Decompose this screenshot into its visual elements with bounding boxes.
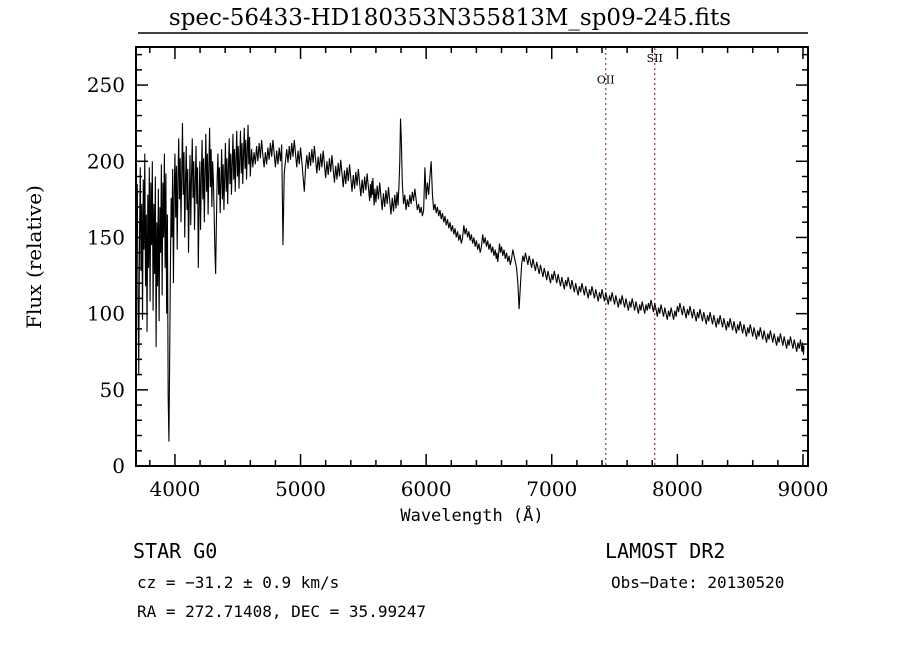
x-tick-label: 7000 (526, 477, 577, 501)
line-label-oii: OII (597, 74, 615, 87)
spectrum-trace (136, 118, 805, 442)
x-tick-label: 8000 (652, 477, 703, 501)
y-tick-label: 0 (112, 454, 125, 478)
footer-redshift: cz = −31.2 ± 0.9 km/s (137, 573, 339, 592)
y-tick-label: 50 (100, 378, 125, 402)
y-tick-label: 250 (87, 73, 125, 97)
emission-line-markers: OII SII (597, 48, 663, 465)
footer-coordinates: RA = 272.71408, DEC = 35.99247 (137, 602, 426, 621)
footer-obs-date: Obs−Date: 20130520 (611, 573, 784, 592)
x-tick-label: 5000 (275, 477, 326, 501)
page-title: spec-56433-HD180353N355813M_sp09-245.fit… (169, 5, 731, 31)
spectrum-trace-group (136, 118, 805, 442)
footer-survey: LAMOST DR2 (605, 539, 725, 563)
footer-object-class: STAR G0 (133, 539, 217, 563)
plot-frame (135, 46, 809, 467)
x-tick-label: 4000 (149, 477, 200, 501)
x-axis-label: Wavelength (Å) (400, 504, 543, 526)
axis-tick-labels: 4000 5000 6000 7000 8000 9000 0 50 100 150 200 250 (87, 73, 829, 501)
x-tick-label: 9000 (778, 477, 829, 501)
y-axis-label: Flux (relative) (22, 185, 46, 329)
y-tick-label: 200 (87, 149, 125, 173)
x-tick-label: 6000 (401, 477, 452, 501)
y-tick-label: 150 (87, 225, 125, 249)
y-tick-label: 100 (87, 302, 125, 326)
line-label-sii: SII (647, 52, 663, 65)
